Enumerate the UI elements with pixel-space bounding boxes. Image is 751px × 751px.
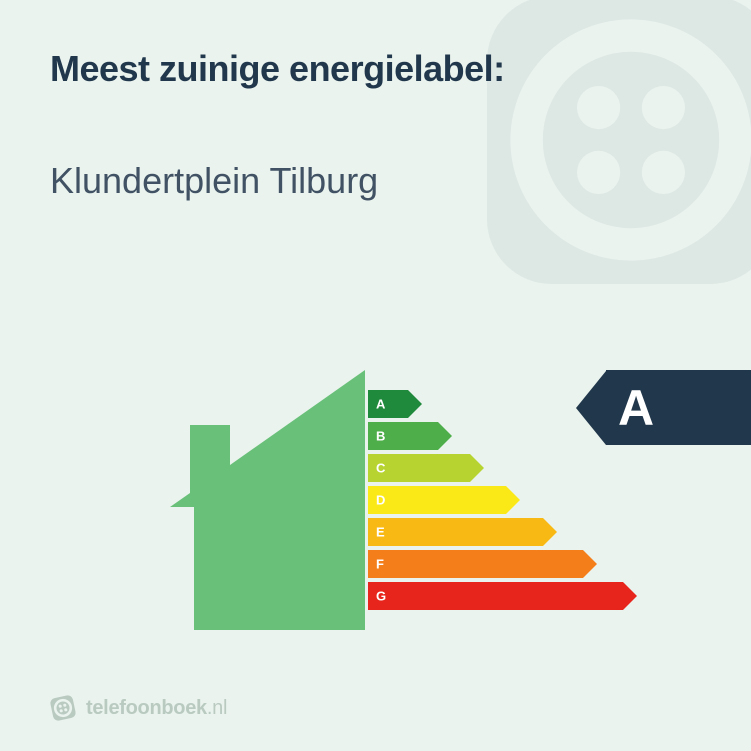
energy-bar-tip [583,550,597,578]
footer-text: telefoonboek.nl [86,697,227,720]
footer-logo-tile [49,694,76,721]
energy-bar-tip [506,486,520,514]
rating-letter: A [618,379,654,437]
energy-bar-tip [470,454,484,482]
footer-logo-icon [48,693,79,724]
house-icon [170,370,365,630]
energy-bar-label: A [376,397,385,412]
watermark-dot [577,86,620,129]
energy-bar-body: E [368,518,543,546]
rating-badge: A [576,370,751,445]
energy-bar-label: G [376,589,386,604]
rating-body: A [606,370,751,445]
energy-bar-body: A [368,390,408,418]
energy-bar-f: F [368,550,623,578]
footer-brand: telefoonboek.nl [50,695,227,721]
energy-chart: A B C D E F G A [170,370,751,650]
energy-bar-tip [623,582,637,610]
energy-bar-body: F [368,550,583,578]
energy-bar-body: C [368,454,470,482]
energy-bar-e: E [368,518,623,546]
energy-bar-label: C [376,461,385,476]
watermark-dot [642,86,685,129]
card-title: Meest zuinige energielabel: [50,48,701,90]
energy-bar-label: E [376,525,385,540]
energy-bar-body: B [368,422,438,450]
energy-bar-c: C [368,454,623,482]
energy-bar-tip [408,390,422,418]
footer-brand-thin: .nl [207,697,227,719]
energy-bar-tip [543,518,557,546]
energy-bar-g: G [368,582,623,610]
energy-bar-body: G [368,582,623,610]
footer-brand-bold: telefoonboek [86,697,207,719]
watermark-tile [487,0,751,284]
energy-bar-body: D [368,486,506,514]
energy-bar-tip [438,422,452,450]
energy-label-card: Meest zuinige energielabel: Klundertplei… [0,0,751,751]
card-subtitle: Klundertplein Tilburg [50,160,701,202]
energy-bar-label: D [376,493,385,508]
energy-bar-d: D [368,486,623,514]
rating-chevron [576,371,606,445]
energy-bar-label: F [376,557,384,572]
energy-bar-label: B [376,429,385,444]
